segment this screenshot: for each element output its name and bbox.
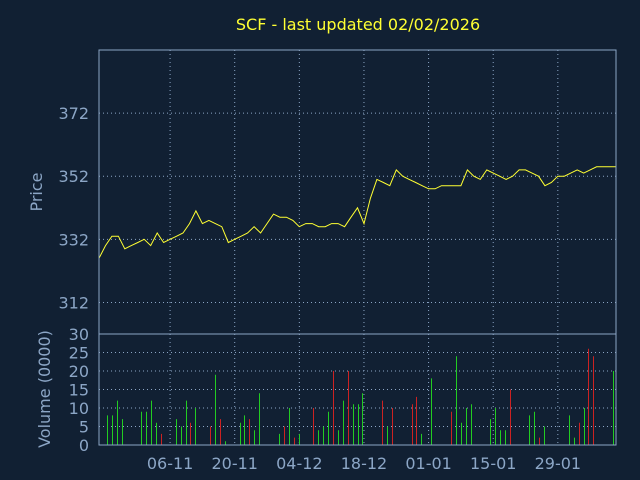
price-y-ticks: 312 332 352 372	[58, 104, 89, 312]
x-tick-label: 01-01	[405, 454, 452, 473]
price-y-tick-label: 352	[58, 167, 89, 186]
x-tick-label: 15-01	[470, 454, 517, 473]
price-y-axis-label: Price	[27, 172, 46, 211]
price-y-tick-label: 372	[58, 104, 89, 123]
volume-panel-frame	[98, 333, 617, 446]
price-grid	[99, 50, 616, 334]
x-tick-label: 06-11	[147, 454, 194, 473]
volume-y-tick-label: 5	[79, 418, 89, 437]
price-panel-frame	[98, 49, 617, 335]
x-tick-label: 04-12	[276, 454, 323, 473]
volume-y-tick-label: 10	[69, 399, 89, 418]
price-series	[98, 166, 616, 259]
volume-y-tick-label: 15	[69, 381, 89, 400]
x-axis-ticks: 06-11 20-11 04-12 18-12 01-01 15-01 29-01	[147, 454, 581, 473]
volume-y-axis-label: Volume (0000)	[35, 330, 54, 448]
x-tick-label: 20-11	[211, 454, 258, 473]
price-line	[98, 166, 616, 259]
volume-grid	[99, 334, 616, 445]
x-tick-label: 18-12	[341, 454, 388, 473]
chart-title: SCF - last updated 02/02/2026	[236, 15, 480, 34]
volume-y-tick-label: 25	[69, 344, 89, 363]
volume-y-tick-label: 0	[79, 436, 89, 455]
volume-bars	[107, 348, 614, 445]
price-y-tick-label: 312	[58, 293, 89, 312]
volume-y-top-label: 30	[69, 325, 89, 344]
x-tick-label: 29-01	[535, 454, 582, 473]
price-y-tick-label: 332	[58, 230, 89, 249]
volume-y-tick-label: 20	[69, 362, 89, 381]
